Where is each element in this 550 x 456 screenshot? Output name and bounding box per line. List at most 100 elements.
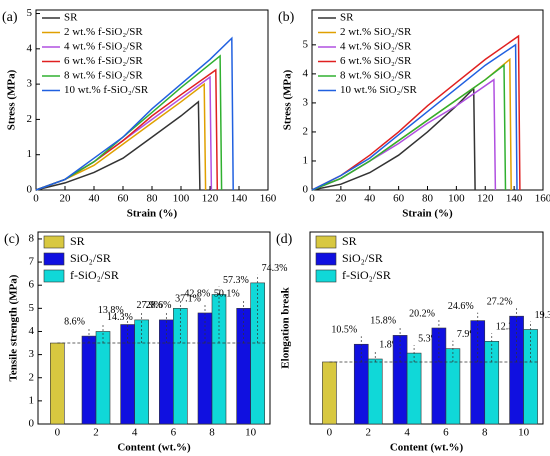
x-tick-label: 140 [506,193,523,205]
annotation: 5.3% [418,333,439,344]
legend-swatch [315,269,337,283]
curve [311,78,497,191]
x-axis-label: Strain (%) [127,208,178,220]
annotation: 27.9% [136,300,162,311]
annotation: 27.2% [487,296,513,307]
annotation: 24.6% [448,301,474,312]
x-tick-label: 6 [171,427,177,439]
annotation: 1.8% [379,339,400,350]
annotation: 37.1% [175,293,201,304]
x-tick-label: 120 [477,193,494,205]
x-tick-label: 80 [422,193,434,205]
bar [134,319,149,425]
curve [311,63,507,191]
legend-swatch [43,252,65,266]
y-tick-label: 4 [29,325,35,337]
annotation: 28.6% [146,300,172,311]
x-tick-label: 120 [202,193,219,205]
panel-label: (b) [278,10,295,25]
legend-label: 2 wt.% f-SiO₂/SR [64,26,143,38]
legend-swatch [43,269,65,283]
annotation: 42.8% [184,289,210,300]
y-tick-label: 3 [27,78,33,90]
y-tick-label: 0 [29,418,35,430]
x-tick-label: 4 [132,427,138,439]
x-tick-label: 20 [60,193,72,205]
panel-label: (c) [4,232,20,247]
curve [311,43,518,191]
annotation: 12.3% [496,322,522,333]
x-tick-label: 100 [173,193,190,205]
x-tick-label: 20 [335,193,347,205]
legend-label: SR [342,234,357,248]
legend-label: 2 wt.% SiO₂/SR [340,26,412,38]
bar [95,331,111,425]
legend-label: SiO₂/SR [342,251,383,265]
y-tick-label: 4 [27,42,33,54]
legend-label: 6 wt.% f-SiO₂/SR [64,55,143,67]
plot-frame [37,231,271,425]
y-tick-label: 4 [303,67,309,79]
annotation: 13.8% [98,305,124,316]
x-tick-label: 160 [260,193,277,205]
bar [81,335,97,425]
x-tick-label: 60 [118,193,130,205]
x-tick-label: 160 [535,193,550,205]
annotation: 7.9% [457,329,478,340]
legend-label: 4 wt.% SiO₂/SR [340,41,412,53]
y-axis-label: Tensile strength (MPa) [8,274,20,381]
legend-label: 10 wt.% f-SiO₂/SR [64,84,149,96]
y-tick-label: 7 [29,256,35,268]
x-tick-label: 8 [209,427,215,439]
legend-label: 6 wt.% SiO₂/SR [340,55,412,67]
y-tick-label: 3 [303,96,309,108]
legend-swatch [315,235,337,249]
y-tick-label: 3 [29,348,35,360]
legend-label: 4 wt.% f-SiO₂/SR [64,41,143,53]
y-tick-label: 6 [29,279,35,291]
annotation: 14.3% [107,312,133,323]
x-tick-label: 80 [147,193,159,205]
curve [35,82,207,191]
y-axis-label: Stress (MPa) [6,69,18,130]
y-tick-label: 5 [303,38,309,50]
panel-label: (d) [276,232,293,247]
y-tick-label: 0 [27,184,33,196]
x-tick-label: 6 [443,427,449,439]
annotation: 50.1% [214,289,240,300]
annotation: 74.3% [262,263,288,274]
x-tick-label: 100 [448,193,465,205]
bar [523,329,538,425]
x-tick-label: 2 [93,427,99,439]
x-tick-label: 40 [89,193,101,205]
x-tick-label: 8 [482,427,488,439]
x-tick-label: 2 [366,427,372,439]
y-tick-label: 2 [27,113,33,125]
legend-label: 8 wt.% f-SiO₂/SR [64,70,143,82]
annotation: 15.8% [370,316,396,327]
legend-label: SR [70,234,85,248]
annotation: 20.2% [409,308,435,319]
bar [50,342,65,425]
y-axis-label: Stress (MPa) [282,69,294,130]
annotation: 19.3% [535,310,550,321]
y-axis-label: Elongation break [280,286,292,368]
y-tick-label: 0 [303,184,309,196]
bar [173,308,188,425]
bar [120,324,135,425]
bar [159,319,174,425]
legend-swatch [315,252,337,266]
x-tick-label: 10 [518,427,530,439]
annotation: 10.5% [331,325,357,336]
x-axis-label: Content (wt.%) [390,442,464,454]
x-tick-label: 60 [393,193,405,205]
y-tick-label: 1 [27,148,33,160]
x-tick-label: 40 [364,193,376,205]
legend-label: f-SiO₂/SR [70,268,119,282]
annotation: 57.3% [223,275,249,286]
x-tick-label: 0 [327,427,333,439]
legend-label: f-SiO₂/SR [342,268,391,282]
y-tick-label: 5 [29,302,35,314]
curve [311,86,476,191]
